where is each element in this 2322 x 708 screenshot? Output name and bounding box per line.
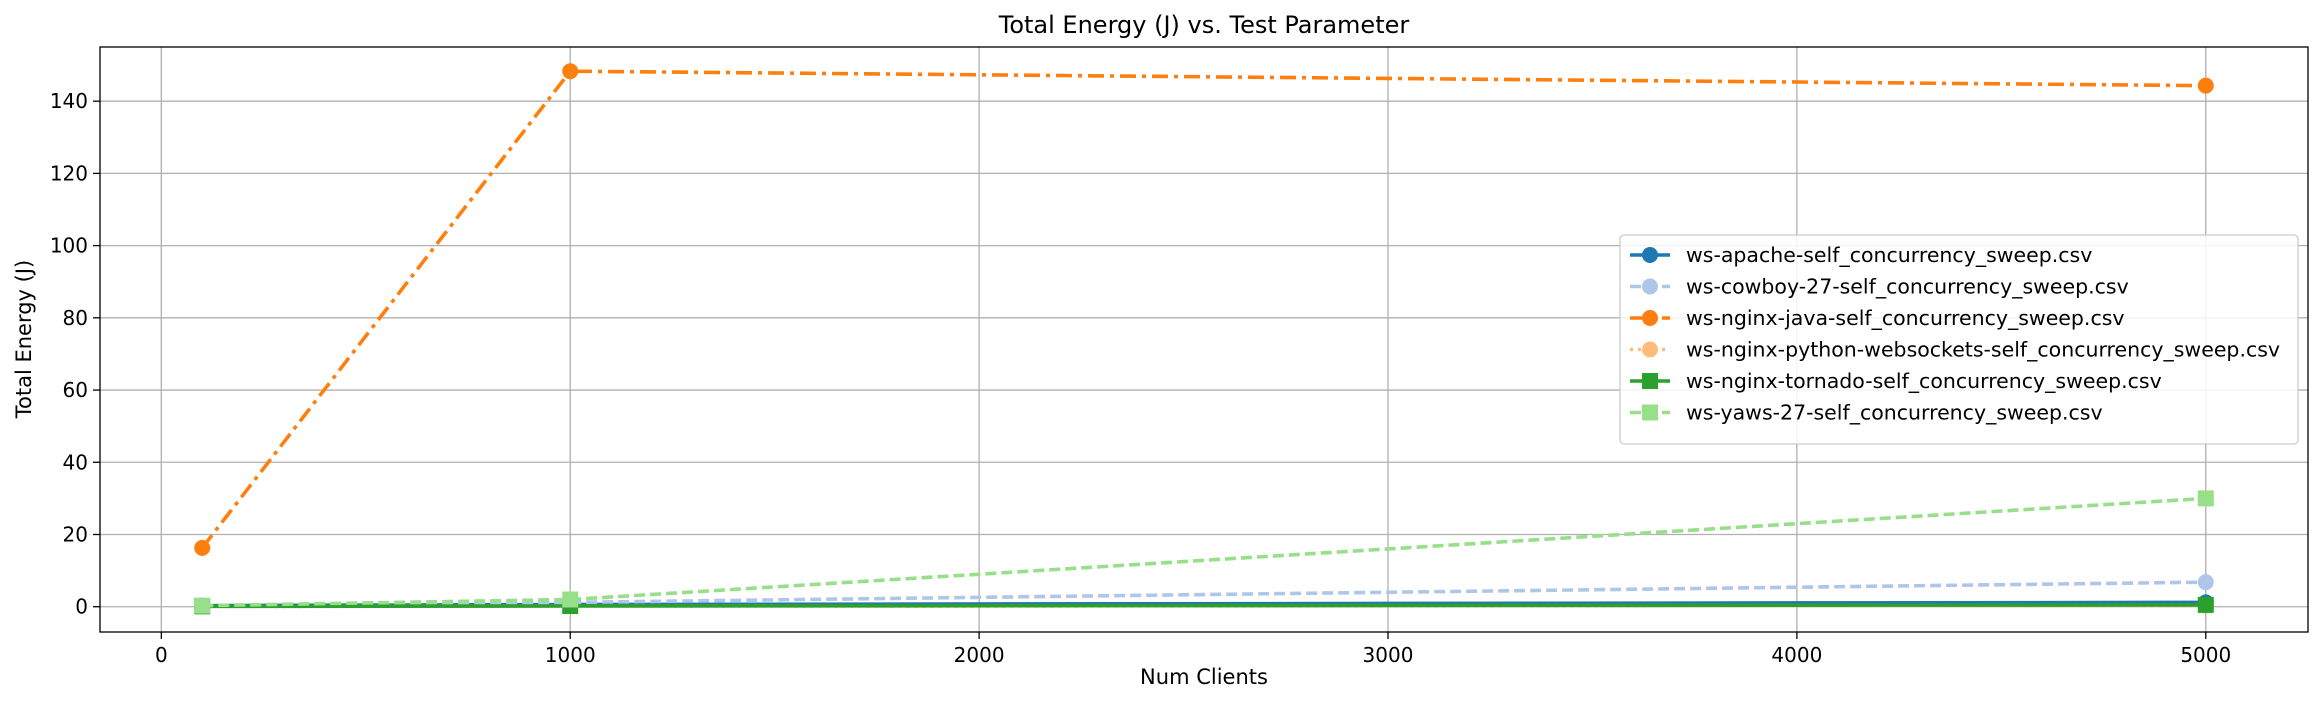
legend-item: ws-yaws-27-self_concurrency_sweep.csv xyxy=(1630,401,2103,426)
legend-label: ws-cowboy-27-self_concurrency_sweep.csv xyxy=(1686,275,2129,300)
legend-marker xyxy=(1642,247,1658,263)
y-tick-label: 140 xyxy=(50,89,88,113)
y-tick-label: 120 xyxy=(50,161,88,185)
series-layer xyxy=(194,63,2214,615)
legend: ws-apache-self_concurrency_sweep.csv ws-c… xyxy=(1619,234,2299,445)
legend-item: ws-nginx-tornado-self_concurrency_sweep.… xyxy=(1630,369,2162,394)
legend-label: ws-nginx-python-websockets-self_concurre… xyxy=(1686,338,2280,363)
x-tick-label: 0 xyxy=(155,643,168,667)
series-line xyxy=(200,69,2206,549)
x-tick-label: 3000 xyxy=(1363,643,1414,667)
data-point xyxy=(2197,596,2214,613)
series-2 xyxy=(194,63,2214,556)
data-point xyxy=(562,63,579,80)
legend-marker xyxy=(1642,310,1658,326)
data-point xyxy=(2197,490,2214,507)
legend-label: ws-nginx-java-self_concurrency_sweep.csv xyxy=(1686,306,2125,331)
plot-frame xyxy=(99,46,2309,633)
data-point xyxy=(2197,574,2214,591)
y-tick-label: 20 xyxy=(63,523,88,547)
data-point xyxy=(562,591,579,608)
legend-label: ws-yaws-27-self_concurrency_sweep.csv xyxy=(1686,401,2103,426)
series-line xyxy=(202,603,2206,609)
legend-label: ws-nginx-tornado-self_concurrency_sweep.… xyxy=(1686,369,2162,394)
x-axis-label: Num Clients xyxy=(1140,665,1268,689)
legend-marker xyxy=(1642,341,1658,358)
legend-marker xyxy=(1642,278,1658,295)
legend-item: ws-cowboy-27-self_concurrency_sweep.csv xyxy=(1630,275,2129,300)
series-5 xyxy=(194,490,2214,614)
data-point xyxy=(194,597,211,614)
legend-marker xyxy=(1642,404,1658,421)
x-tick-label: 4000 xyxy=(1771,643,1822,667)
y-tick-label: 100 xyxy=(50,234,88,258)
y-tick-label: 80 xyxy=(63,306,88,330)
y-tick-label: 40 xyxy=(63,450,88,474)
legend-item: ws-apache-self_concurrency_sweep.csv xyxy=(1630,243,2092,268)
x-tick-label: 2000 xyxy=(954,643,1005,667)
y-axis-label: Total Energy (J) xyxy=(12,260,36,420)
legend-label: ws-apache-self_concurrency_sweep.csv xyxy=(1686,243,2092,268)
legend-marker xyxy=(1642,373,1658,389)
x-tick-label: 5000 xyxy=(2180,643,2231,667)
y-tick-label: 60 xyxy=(63,378,88,402)
ticks: 0 1000 2000 3000 4000 5000 0 20 40 60 80 100 120 140 xyxy=(50,89,2231,667)
y-tick-label: 0 xyxy=(75,595,88,619)
data-point xyxy=(2197,77,2214,94)
x-tick-label: 1000 xyxy=(545,643,596,667)
legend-item: ws-nginx-python-websockets-self_concurre… xyxy=(1630,338,2280,363)
legend-item: ws-nginx-java-self_concurrency_sweep.csv xyxy=(1630,306,2125,331)
chart-title: Total Energy (J) vs. Test Parameter xyxy=(998,11,1410,39)
legend-box xyxy=(1619,234,2299,445)
data-point xyxy=(194,539,211,556)
